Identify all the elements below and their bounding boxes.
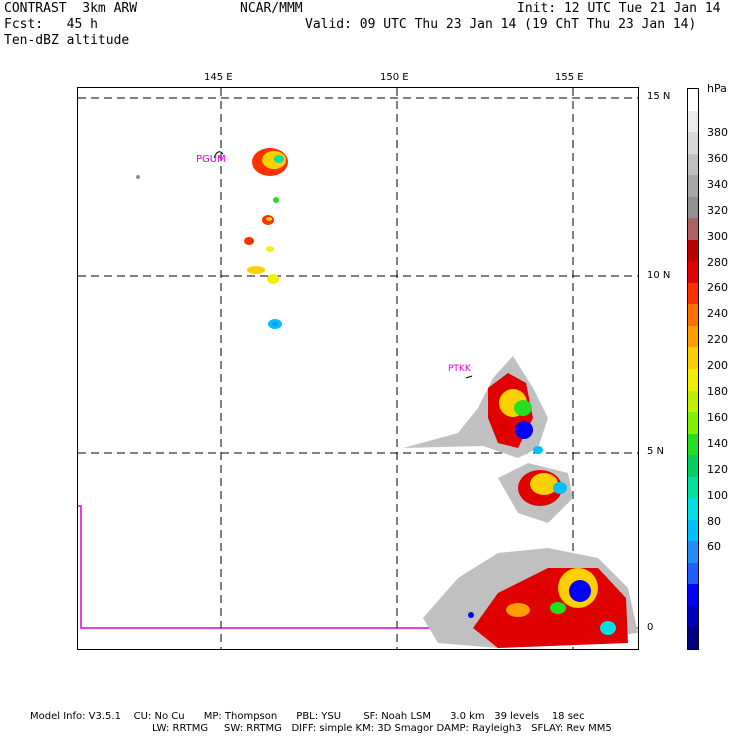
colorbar-swatch: [688, 519, 698, 542]
colorbar-swatch: [688, 260, 698, 283]
colorbar-label: 260: [707, 281, 728, 295]
station-ptkk-label: PTKK: [448, 364, 472, 374]
colorbar-label: 80: [707, 514, 721, 528]
colorbar-label: 220: [707, 333, 728, 347]
map-canvas: PGUM PTKK: [78, 88, 638, 649]
colorbar-swatch: [688, 454, 698, 477]
colorbar-swatch: [688, 626, 698, 649]
colorbar-swatch: [688, 433, 698, 456]
colorbar-label: 320: [707, 203, 728, 217]
domain-boundary: [78, 505, 638, 629]
colorbar-swatch: [688, 131, 698, 154]
colorbar-swatch: [688, 346, 698, 369]
colorbar-swatch: [688, 217, 698, 240]
lat-label-10n: 10 N: [647, 270, 671, 281]
lon-label-145: 145 E: [204, 72, 233, 83]
colorbar-swatch: [688, 174, 698, 197]
colorbar-label: 180: [707, 385, 728, 398]
cells-south: [423, 548, 638, 648]
colorbar-swatch: [688, 390, 698, 413]
lon-label-155: 155 E: [555, 72, 584, 83]
lat-label-5n: 5 N: [647, 446, 665, 457]
field-name: Ten-dBZ altitude: [4, 33, 130, 48]
colorbar-swatch: [688, 239, 698, 262]
cells-north: [136, 148, 288, 329]
colorbar-label: 200: [707, 359, 728, 373]
colorbar-label: 360: [707, 151, 728, 165]
colorbar-swatch: [688, 476, 698, 499]
colorbar-label: 60: [707, 540, 721, 554]
colorbar-swatch: [688, 282, 698, 305]
colorbar-label: 100: [707, 488, 728, 502]
station-ptkk-coast: [465, 375, 473, 379]
station-pgum-label: PGUM: [196, 154, 226, 165]
cells-central: [403, 356, 573, 523]
colorbar-swatch: [688, 497, 698, 520]
lat-label-0: 0: [647, 622, 654, 633]
colorbar-label: 300: [707, 229, 728, 243]
colorbar-swatch: [688, 110, 698, 133]
colorbar-swatch: [688, 605, 698, 628]
colorbar-label: 140: [707, 436, 728, 450]
lon-label-150: 150 E: [380, 72, 409, 83]
colorbar-swatch: [688, 562, 698, 585]
colorbar-swatch: [688, 88, 698, 111]
lat-label-15n: 15 N: [647, 91, 671, 102]
colorbar-swatch: [688, 325, 698, 348]
colorbar-label: 380: [707, 126, 728, 139]
radar-map: PGUM PTKK: [77, 87, 639, 650]
colorbar-label: 340: [707, 177, 728, 191]
colorbar-swatch: [688, 196, 698, 219]
colorbar: [687, 88, 699, 650]
model-title: CONTRAST 3km ARW: [4, 1, 138, 16]
footer-model-info: Model Info: V3.5.1 CU: No Cu MP: Thompso…: [30, 711, 585, 722]
colorbar-swatch: [688, 540, 698, 563]
valid-time: Valid: 09 UTC Thu 23 Jan 14 (19 ChT Thu …: [305, 17, 697, 32]
colorbar-label: 120: [707, 462, 728, 476]
colorbar-label: 240: [707, 307, 728, 321]
colorbar-label: 280: [707, 255, 728, 269]
footer-physics-info: LW: RRTMG SW: RRTMG DIFF: simple KM: 3D …: [152, 723, 612, 734]
colorbar-swatch: [688, 583, 698, 606]
colorbar-swatch: [688, 411, 698, 434]
station-pgum-coast: [213, 151, 224, 159]
colorbar-unit: hPa: [707, 82, 727, 95]
colorbar-swatch: [688, 153, 698, 176]
colorbar-swatch: [688, 303, 698, 326]
forecast-hour: Fcst: 45 h: [4, 17, 98, 32]
org-name: NCAR/MMM: [240, 1, 303, 16]
colorbar-label: 160: [707, 410, 728, 424]
colorbar-swatch: [688, 368, 698, 391]
init-time: Init: 12 UTC Tue 21 Jan 14: [517, 1, 721, 16]
